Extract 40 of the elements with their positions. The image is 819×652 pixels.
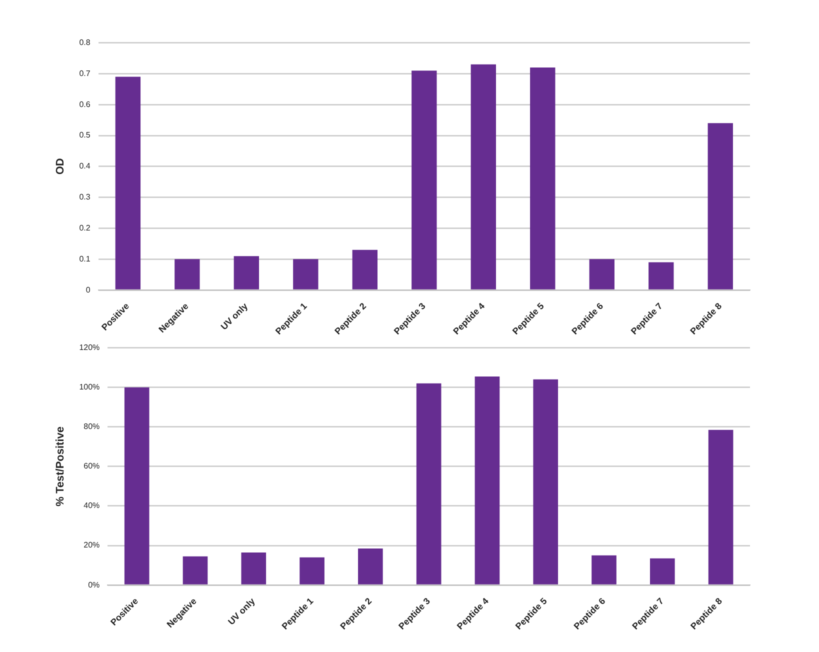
bar — [293, 259, 318, 290]
bar — [300, 557, 324, 584]
bar — [708, 430, 734, 584]
bar — [650, 558, 675, 584]
y-tick-label: 0.1 — [79, 254, 91, 264]
y-tick-label: 0.2 — [79, 223, 91, 232]
y-axis-title: % Test/Positive — [54, 426, 67, 506]
y-tick-label: 120% — [79, 343, 100, 352]
bar — [412, 70, 437, 290]
y-tick-label: 0.3 — [79, 192, 91, 202]
bar — [648, 262, 674, 290]
bar — [589, 259, 614, 290]
bar — [592, 555, 616, 584]
y-tick-label: 0.8 — [79, 38, 91, 48]
bar — [533, 379, 558, 584]
y-tick-label: 100% — [79, 382, 100, 392]
y-tick-label: 0.6 — [79, 100, 91, 109]
y-axis-title: OD — [54, 158, 67, 175]
bar — [470, 64, 496, 290]
bar — [416, 383, 442, 584]
y-tick-label: 0.7 — [79, 68, 91, 78]
bar — [241, 552, 266, 584]
bar — [182, 556, 208, 584]
y-tick-label: 40% — [84, 501, 100, 510]
bar — [174, 259, 200, 290]
bar — [530, 68, 556, 290]
y-tick-label: 0.4 — [79, 162, 91, 171]
y-tick-label: 0% — [88, 580, 100, 590]
y-tick-label: 80% — [84, 422, 100, 432]
y-tick-label: 20% — [84, 540, 100, 550]
y-tick-label: 0 — [86, 285, 91, 294]
bar — [708, 123, 733, 290]
bar — [474, 376, 500, 584]
bar — [115, 76, 141, 290]
y-tick-label: 60% — [84, 462, 100, 471]
y-tick-label: 0.5 — [79, 130, 91, 140]
bar — [234, 256, 260, 290]
bar — [352, 250, 378, 290]
bar — [124, 387, 150, 584]
bar — [358, 548, 383, 584]
